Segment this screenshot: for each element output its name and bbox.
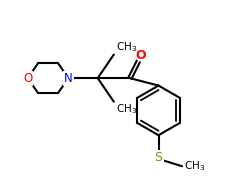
Text: O: O	[23, 72, 32, 85]
Text: O: O	[136, 49, 146, 62]
Text: S: S	[154, 151, 162, 164]
Text: N: N	[64, 72, 73, 85]
Text: CH$_3$: CH$_3$	[184, 159, 205, 173]
Text: CH$_3$: CH$_3$	[116, 102, 137, 116]
Text: CH$_3$: CH$_3$	[116, 40, 137, 54]
